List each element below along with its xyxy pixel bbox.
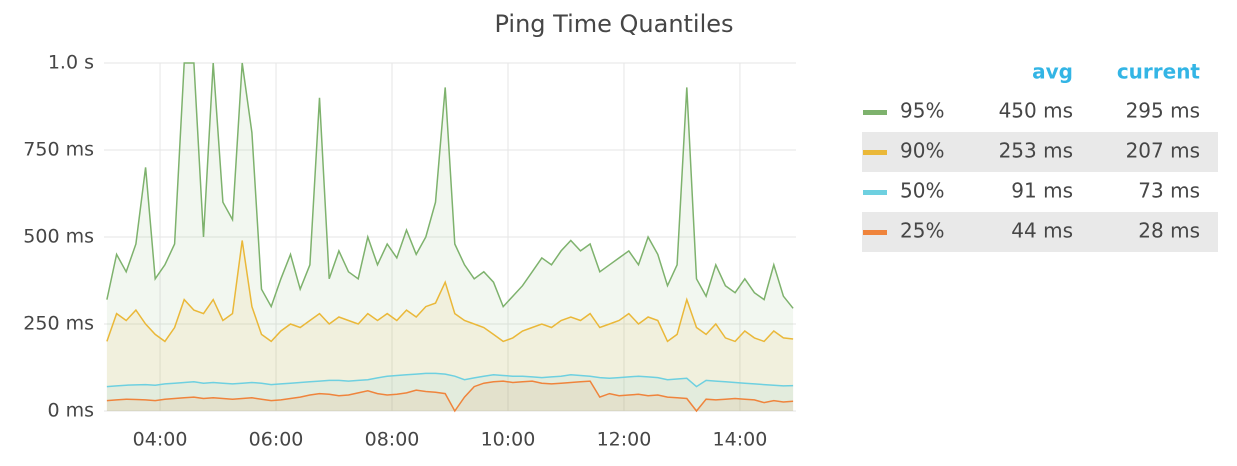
legend-value: 295 ms (1126, 99, 1200, 123)
legend-swatch (863, 150, 887, 155)
legend-value: 44 ms (1011, 219, 1073, 243)
legend-bg (862, 132, 1218, 252)
legend-swatch (863, 190, 887, 195)
legend-value: 450 ms (999, 99, 1073, 123)
chart-title: Ping Time Quantiles (494, 10, 733, 38)
x-tick-label: 08:00 (365, 429, 420, 451)
series-area (106, 240, 794, 411)
legend-label: 25% (900, 219, 944, 243)
legend-swatch (863, 110, 887, 115)
series-line (106, 240, 794, 343)
y-tick-label: 1.0 s (48, 52, 94, 74)
series-area (106, 381, 794, 411)
legend-value: 28 ms (1138, 219, 1200, 243)
legend-label: 90% (900, 139, 944, 163)
y-tick-label: 250 ms (23, 313, 94, 335)
series-area (106, 373, 794, 411)
series-line (106, 62, 794, 309)
x-tick-label: 06:00 (249, 429, 304, 451)
x-tick-label: 12:00 (597, 429, 652, 451)
legend-header: current (1117, 60, 1201, 84)
legend-value: 207 ms (1126, 139, 1200, 163)
y-tick-label: 0 ms (47, 400, 94, 422)
legend-value: 253 ms (999, 139, 1073, 163)
legend-value: 73 ms (1138, 179, 1200, 203)
x-tick-label: 04:00 (133, 429, 188, 451)
series-area (106, 63, 794, 411)
legend-swatch (863, 230, 887, 235)
legend-value: 91 ms (1011, 179, 1073, 203)
y-tick-label: 500 ms (23, 226, 94, 248)
legend-label: 50% (900, 179, 944, 203)
legend-row-bg (862, 212, 1218, 252)
series-line (106, 372, 794, 388)
x-tick-label: 14:00 (713, 429, 768, 451)
legend-header: avg (1032, 60, 1073, 84)
series-line (106, 380, 794, 413)
legend-label: 95% (900, 99, 944, 123)
legend-row-bg (862, 132, 1218, 172)
x-tick-label: 10:00 (481, 429, 536, 451)
y-tick-label: 750 ms (23, 139, 94, 161)
